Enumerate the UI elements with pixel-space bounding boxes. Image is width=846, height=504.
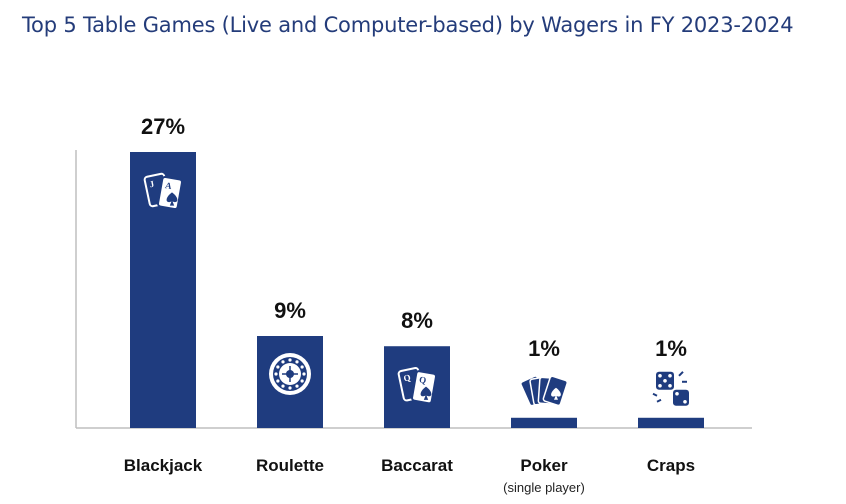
value-label: 1% — [655, 336, 687, 361]
chart-title: Top 5 Table Games (Live and Computer-bas… — [22, 13, 794, 37]
roulette-wheel-icon — [269, 353, 311, 395]
value-label: 8% — [401, 308, 433, 333]
svg-text:A: A — [164, 180, 173, 191]
category-label: Poker — [520, 456, 568, 475]
poker-hand-icon — [520, 375, 568, 407]
svg-text:Q: Q — [403, 372, 412, 383]
icons-group: J A Q Q — [143, 172, 689, 407]
category-sublabel: (single player) — [503, 480, 585, 495]
labels-group: 27% Blackjack 9% Roulette 8% Baccarat 1% Poker (… — [124, 114, 695, 495]
svg-text:Q: Q — [418, 374, 427, 385]
value-label: 27% — [141, 114, 185, 139]
dice-icon — [652, 371, 689, 406]
value-label: 1% — [528, 336, 560, 361]
bar-poker — [511, 417, 577, 428]
svg-text:J: J — [149, 178, 156, 189]
category-label: Craps — [647, 456, 695, 475]
category-label: Roulette — [256, 456, 324, 475]
value-label: 9% — [274, 298, 306, 323]
category-label: Blackjack — [124, 456, 203, 475]
bar-craps — [638, 417, 704, 428]
category-label: Baccarat — [381, 456, 453, 475]
